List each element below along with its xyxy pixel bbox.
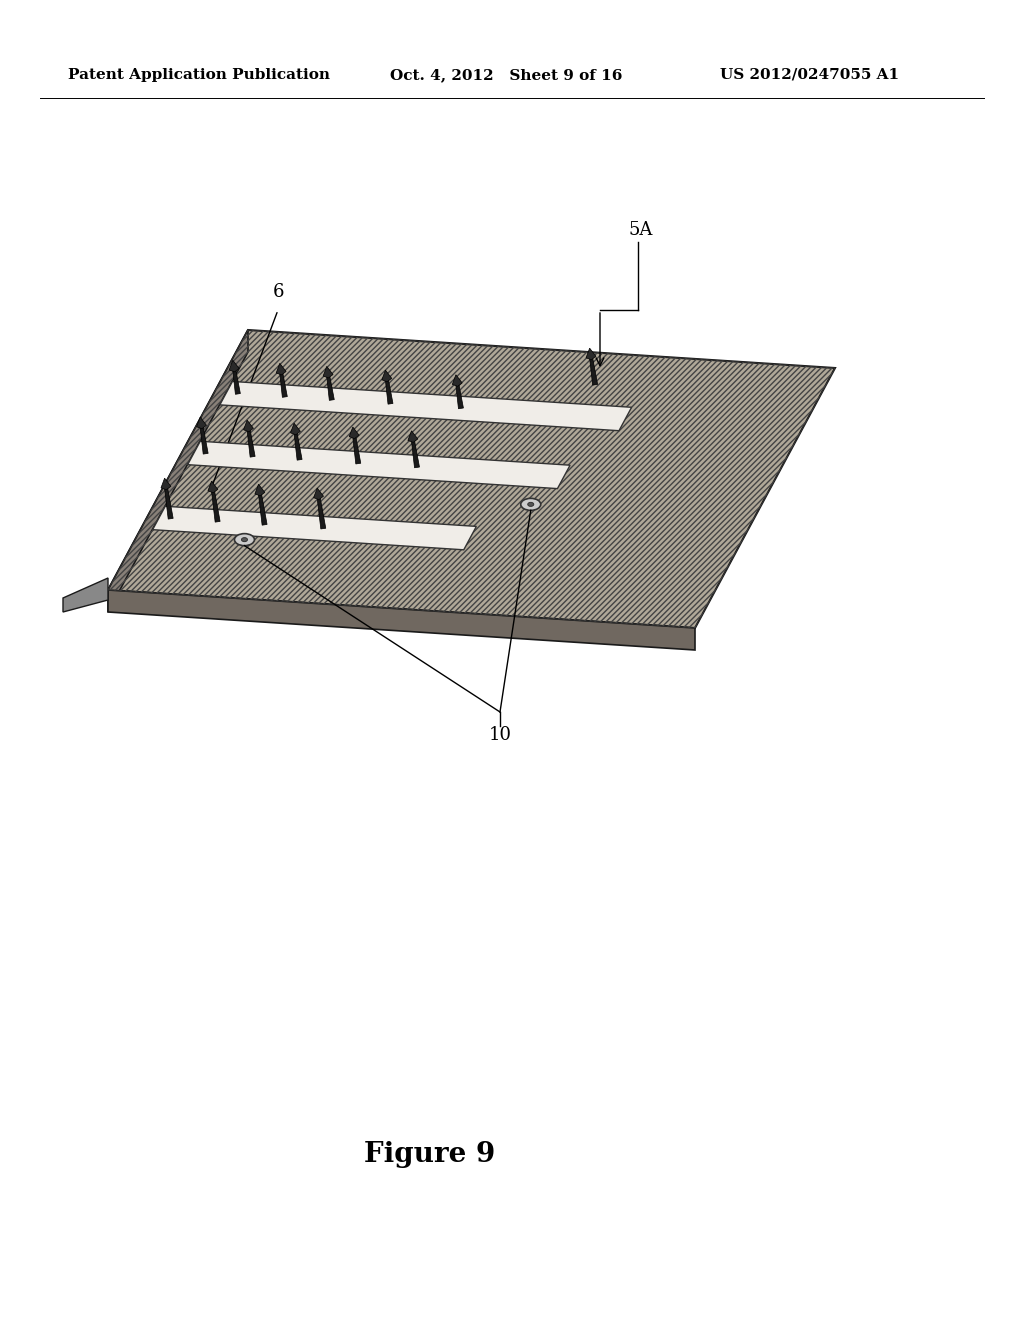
Polygon shape: [313, 488, 324, 500]
Text: Patent Application Publication: Patent Application Publication: [68, 69, 330, 82]
Polygon shape: [244, 420, 253, 432]
Polygon shape: [324, 367, 333, 378]
Polygon shape: [232, 370, 241, 395]
Polygon shape: [317, 496, 326, 529]
Polygon shape: [247, 429, 255, 457]
Polygon shape: [165, 487, 173, 519]
Polygon shape: [200, 426, 208, 454]
Polygon shape: [197, 417, 207, 429]
Ellipse shape: [242, 537, 248, 541]
Polygon shape: [408, 430, 418, 442]
Ellipse shape: [527, 503, 534, 507]
Polygon shape: [327, 375, 334, 400]
Ellipse shape: [234, 533, 254, 545]
Polygon shape: [586, 348, 596, 360]
Polygon shape: [382, 370, 392, 381]
Polygon shape: [208, 482, 218, 492]
Polygon shape: [255, 484, 265, 496]
Polygon shape: [349, 426, 359, 438]
Polygon shape: [108, 330, 248, 612]
Polygon shape: [456, 383, 464, 409]
Polygon shape: [108, 330, 835, 628]
Polygon shape: [229, 360, 240, 372]
Polygon shape: [161, 478, 171, 490]
Polygon shape: [187, 441, 570, 488]
Text: Oct. 4, 2012   Sheet 9 of 16: Oct. 4, 2012 Sheet 9 of 16: [390, 69, 623, 82]
Polygon shape: [294, 432, 302, 461]
Polygon shape: [63, 578, 108, 612]
Text: Figure 9: Figure 9: [365, 1142, 496, 1168]
Polygon shape: [153, 507, 476, 550]
Text: 10: 10: [488, 726, 512, 744]
Polygon shape: [220, 381, 632, 430]
Text: US 2012/0247055 A1: US 2012/0247055 A1: [720, 69, 899, 82]
Polygon shape: [385, 379, 393, 404]
Polygon shape: [276, 363, 286, 375]
Polygon shape: [412, 440, 420, 467]
Text: 6: 6: [272, 282, 284, 301]
Polygon shape: [108, 590, 695, 649]
Polygon shape: [211, 490, 220, 523]
Polygon shape: [453, 375, 462, 387]
Polygon shape: [352, 436, 360, 463]
Ellipse shape: [521, 499, 541, 511]
Text: 5A: 5A: [628, 220, 652, 239]
Polygon shape: [280, 372, 288, 397]
Polygon shape: [291, 424, 300, 434]
Polygon shape: [590, 356, 598, 385]
Polygon shape: [258, 492, 267, 525]
